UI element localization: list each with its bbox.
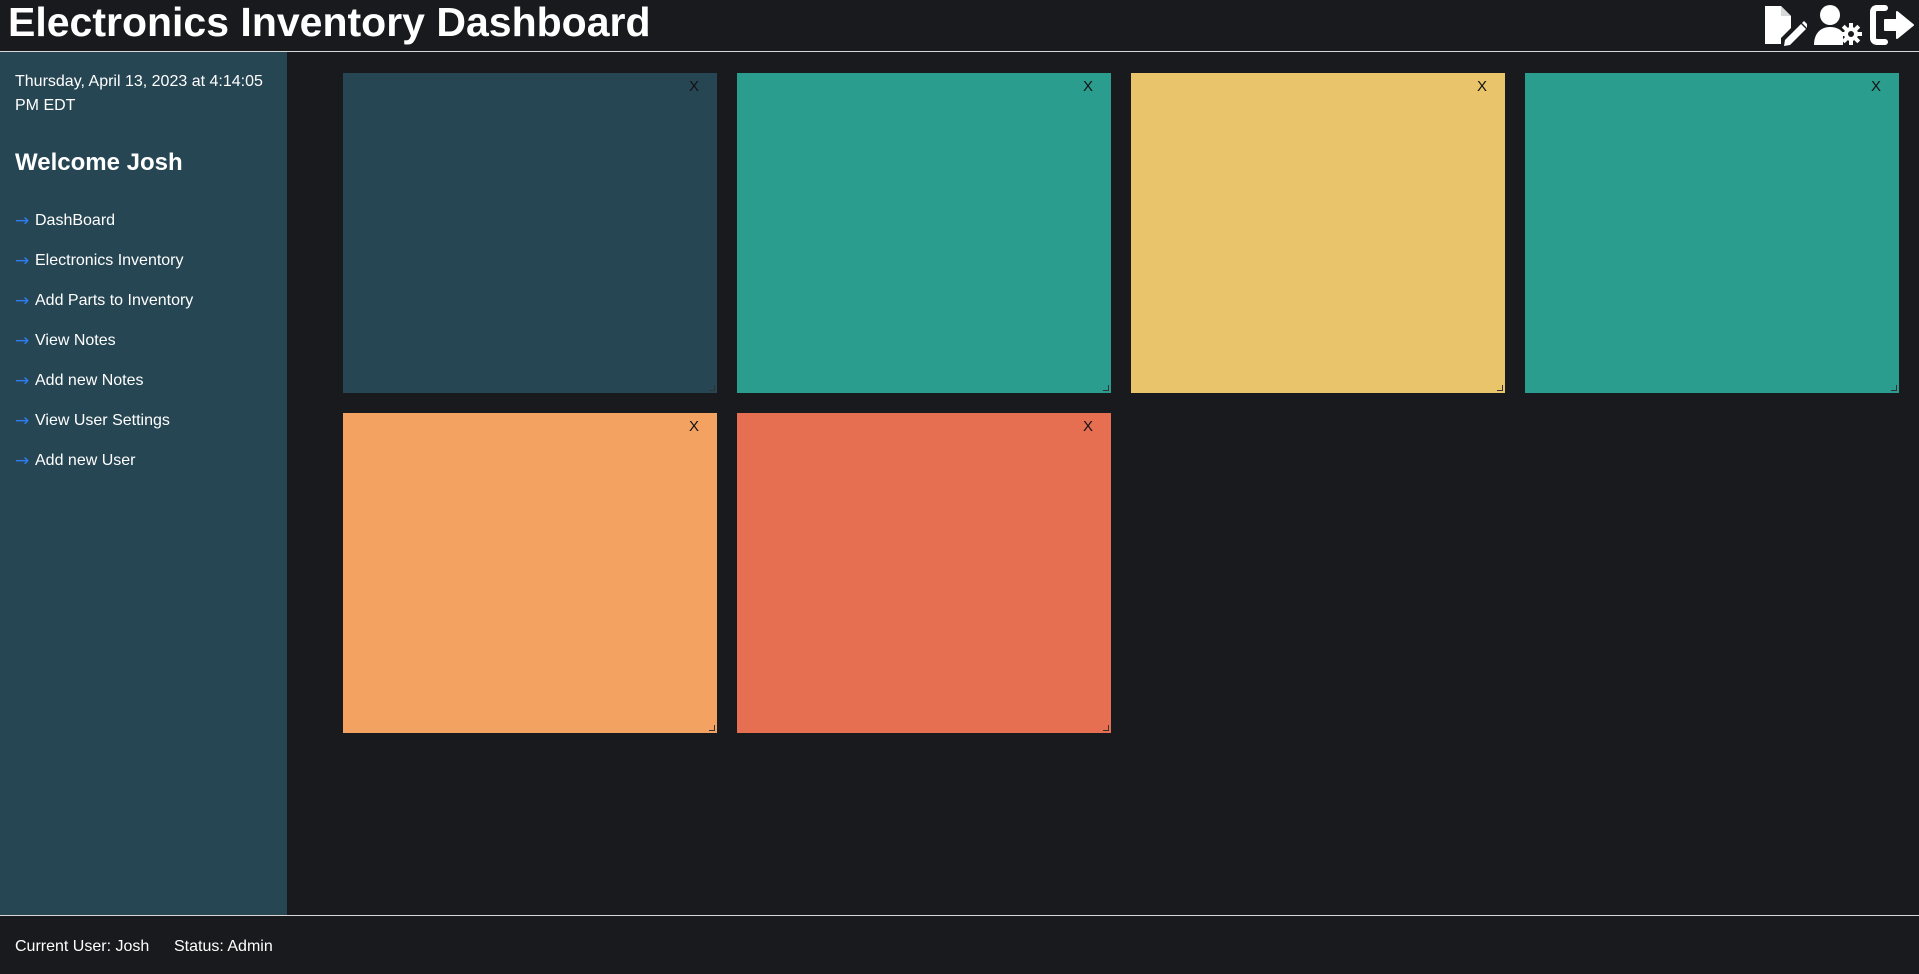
sidebar-item-label: View User Settings [35,412,170,429]
sidebar-item-label: Electronics Inventory [35,252,184,269]
sidebar-item-label: Add Parts to Inventory [35,292,194,309]
current-datetime: Thursday, April 13, 2023 at 4:14:05 PM E… [15,73,263,114]
sidebar: Thursday, April 13, 2023 at 4:14:05 PM E… [0,52,287,915]
resize-handle-icon[interactable] [1497,385,1503,391]
sticky-note[interactable]: X [1131,73,1505,393]
sidebar-item-dashboard[interactable]: → DashBoard [15,201,193,241]
current-user-label: Current User: Josh [15,938,150,955]
resize-handle-icon[interactable] [709,385,715,391]
sidebar-nav: → DashBoard → Electronics Inventory → Ad… [15,201,193,481]
sidebar-item-label: Add new User [35,452,136,469]
close-note-button[interactable]: X [1082,418,1093,435]
arrow-right-icon: → [15,411,30,431]
notes-board: X X X X X X [287,52,1919,915]
arrow-right-icon: → [15,331,30,351]
close-note-button[interactable]: X [688,78,699,95]
logout-icon[interactable] [1865,2,1919,48]
arrow-right-icon: → [15,451,30,471]
sidebar-item-label: View Notes [35,332,116,349]
sidebar-item-add-user[interactable]: → Add new User [15,441,193,481]
resize-handle-icon[interactable] [709,725,715,731]
user-settings-icon[interactable] [1811,2,1865,48]
sidebar-item-electronics-inventory[interactable]: → Electronics Inventory [15,241,193,281]
sidebar-item-add-parts[interactable]: → Add Parts to Inventory [15,281,193,321]
user-status-label: Status: Admin [174,938,273,955]
sidebar-item-label: DashBoard [35,212,116,229]
sidebar-item-view-notes[interactable]: → View Notes [15,321,193,361]
header-actions [1757,0,1919,50]
resize-handle-icon[interactable] [1103,725,1109,731]
sticky-note[interactable]: X [343,73,717,393]
page-title: Electronics Inventory Dashboard [8,0,651,45]
sticky-note[interactable]: X [737,73,1111,393]
arrow-right-icon: → [15,291,30,311]
resize-handle-icon[interactable] [1891,385,1897,391]
arrow-right-icon: → [15,371,30,391]
sidebar-item-add-notes[interactable]: → Add new Notes [15,361,193,401]
arrow-right-icon: → [15,211,30,231]
footer-bar: Current User: Josh Status: Admin [0,915,1919,974]
sticky-note[interactable]: X [1525,73,1899,393]
note-edit-icon[interactable] [1757,2,1811,48]
sticky-note[interactable]: X [343,413,717,733]
welcome-heading: Welcome Josh [15,149,183,176]
close-note-button[interactable]: X [1082,78,1093,95]
close-note-button[interactable]: X [688,418,699,435]
sidebar-item-label: Add new Notes [35,372,144,389]
sticky-note[interactable]: X [737,413,1111,733]
sidebar-item-user-settings[interactable]: → View User Settings [15,401,193,441]
close-note-button[interactable]: X [1870,78,1881,95]
close-note-button[interactable]: X [1476,78,1487,95]
resize-handle-icon[interactable] [1103,385,1109,391]
arrow-right-icon: → [15,251,30,271]
header-bar: Electronics Inventory Dashboard [0,0,1919,52]
